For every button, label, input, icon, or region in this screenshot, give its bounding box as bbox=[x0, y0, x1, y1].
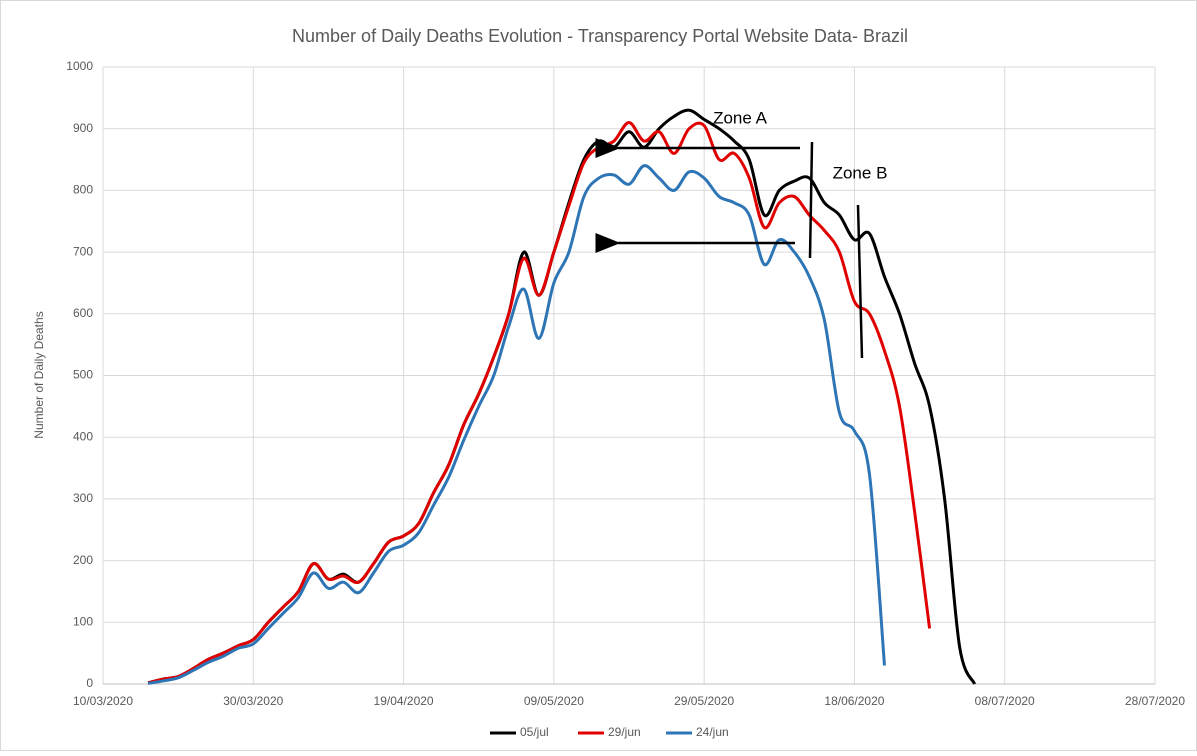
y-tick-label: 700 bbox=[73, 244, 93, 258]
x-tick-label: 19/04/2020 bbox=[374, 694, 434, 708]
x-tick-label: 30/03/2020 bbox=[223, 694, 283, 708]
zone-line bbox=[856, 204, 864, 359]
legend-label: 05/jul bbox=[520, 725, 549, 739]
y-tick-label: 500 bbox=[73, 368, 93, 382]
legend-label: 24/jun bbox=[696, 725, 729, 739]
x-tick-label: 08/07/2020 bbox=[975, 694, 1035, 708]
y-axis-label: Number of Daily Deaths bbox=[32, 311, 46, 438]
x-tick-label: 28/07/2020 bbox=[1125, 694, 1185, 708]
plot: 0 100 200 300 400 500 600 700 800 900 1000 10/03/20… bbox=[66, 59, 1185, 708]
y-tick-label: 300 bbox=[73, 491, 93, 505]
x-tick-label: 29/05/2020 bbox=[674, 694, 734, 708]
x-tick-label: 09/05/2020 bbox=[524, 694, 584, 708]
y-tick-label: 0 bbox=[86, 676, 93, 690]
data-line bbox=[147, 164, 886, 685]
x-tick-label: 18/06/2020 bbox=[824, 694, 884, 708]
data-line bbox=[147, 121, 932, 685]
annotation: Zone B bbox=[833, 163, 888, 182]
legend-label: 29/jun bbox=[608, 725, 641, 739]
y-tick-label: 1000 bbox=[66, 59, 93, 73]
zone-line bbox=[808, 141, 814, 259]
chart-title: Number of Daily Deaths Evolution - Trans… bbox=[292, 26, 908, 46]
x-tick-label: 10/03/2020 bbox=[73, 694, 133, 708]
y-tick-label: 400 bbox=[73, 429, 93, 443]
y-tick-label: 200 bbox=[73, 553, 93, 567]
y-tick-label: 100 bbox=[73, 614, 93, 628]
legend: 05/jul 29/jun 24/jun bbox=[490, 725, 729, 739]
annotation: Zone A bbox=[713, 108, 768, 127]
annotations: Zone A Zone B bbox=[595, 108, 888, 359]
y-tick-label: 800 bbox=[73, 183, 93, 197]
y-tick-label: 600 bbox=[73, 306, 93, 320]
y-tick-label: 900 bbox=[73, 121, 93, 135]
